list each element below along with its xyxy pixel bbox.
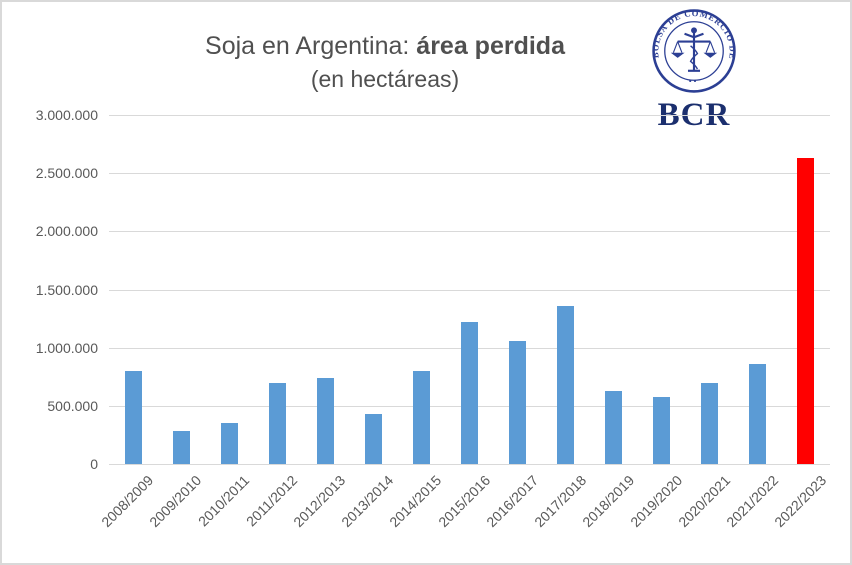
y-gridline bbox=[109, 231, 830, 232]
y-axis-tick-label: 2.500.000 bbox=[35, 165, 98, 181]
scales-icon bbox=[670, 27, 718, 72]
bar-2017-2018 bbox=[557, 306, 574, 464]
bar-2012-2013 bbox=[317, 378, 334, 464]
bar-2020-2021 bbox=[701, 383, 718, 464]
bar-2016-2017 bbox=[509, 341, 526, 464]
svg-text:• •: • • bbox=[689, 77, 697, 86]
y-axis-tick-label: 3.000.000 bbox=[35, 107, 98, 123]
bar-2013-2014 bbox=[365, 414, 382, 464]
bcr-seal-icon: BOLSA DE COMERCIO DE ROSARIO • • bbox=[647, 2, 737, 93]
y-gridline bbox=[109, 115, 830, 116]
chart-title: Soja en Argentina: área perdida (en hect… bbox=[135, 30, 635, 95]
bar-2014-2015 bbox=[413, 371, 430, 464]
bar-2010-2011 bbox=[221, 423, 238, 464]
bar-2018-2019 bbox=[605, 391, 622, 464]
chart-title-line1: Soja en Argentina: área perdida bbox=[135, 30, 635, 64]
y-axis-tick-label: 500.000 bbox=[47, 398, 98, 414]
y-axis-tick-label: 1.500.000 bbox=[35, 282, 98, 298]
bar-2019-2020 bbox=[653, 397, 670, 464]
bar-2015-2016 bbox=[461, 322, 478, 464]
y-axis-tick-label: 0 bbox=[90, 456, 98, 472]
chart-title-line2: (en hectáreas) bbox=[310, 65, 460, 92]
bar-2022-2023 bbox=[797, 158, 814, 464]
chart-title-bold: área perdida bbox=[416, 32, 565, 60]
bar-2021-2022 bbox=[749, 364, 766, 464]
chart-title-regular: Soja en Argentina: bbox=[205, 32, 417, 60]
bar-2009-2010 bbox=[173, 431, 190, 464]
y-gridline bbox=[109, 173, 830, 174]
x-axis-line bbox=[109, 464, 830, 465]
bar-2008-2009 bbox=[125, 371, 142, 464]
y-axis-tick-label: 1.000.000 bbox=[35, 340, 98, 356]
bar-2011-2012 bbox=[269, 383, 286, 464]
y-axis-tick-label: 2.000.000 bbox=[35, 223, 98, 239]
y-gridline bbox=[109, 290, 830, 291]
